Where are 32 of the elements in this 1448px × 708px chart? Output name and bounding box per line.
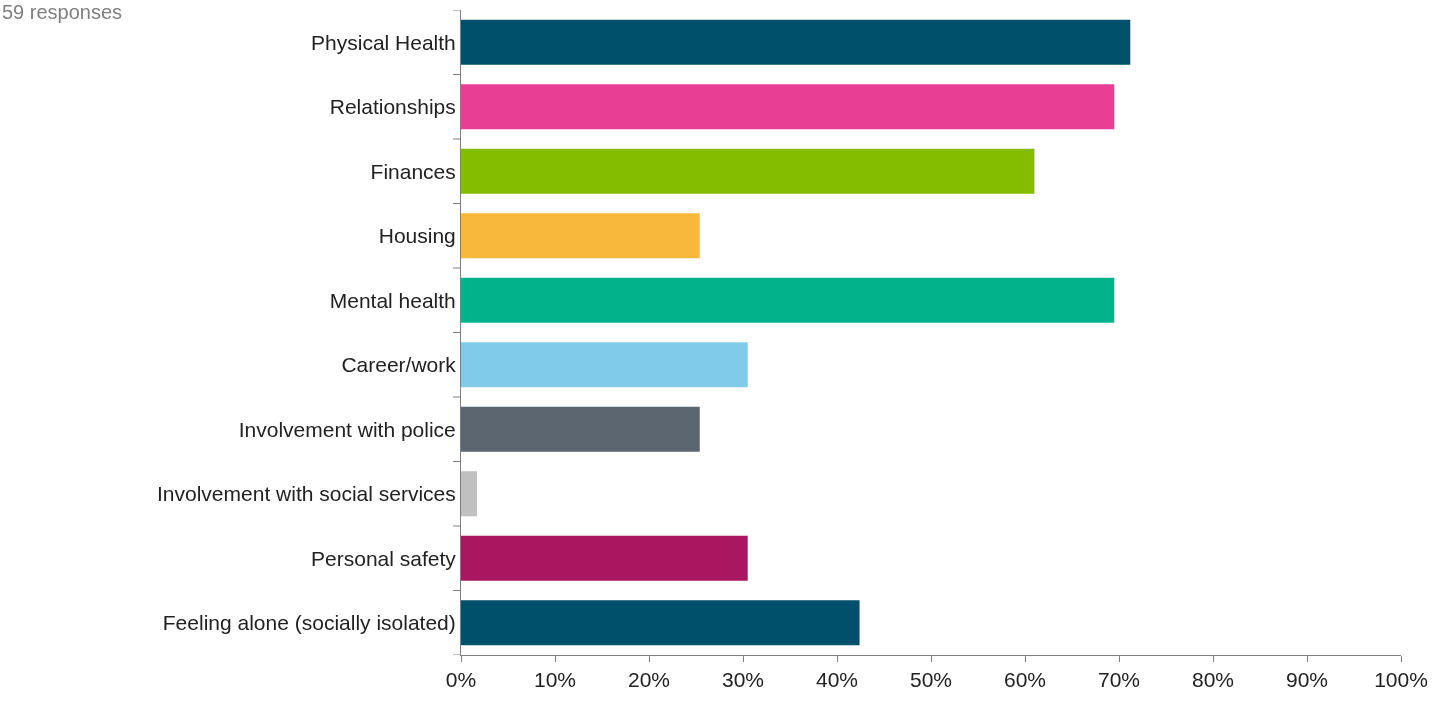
x-tick-label: 0% [445,668,477,692]
bar [461,406,700,452]
y-tick-label: Involvement with police [238,417,456,441]
bar [461,19,1131,65]
y-tick-label: Involvement with social services [157,482,456,506]
x-tick-label: 40% [815,668,859,692]
x-tick-label: 20% [627,668,671,692]
x-tick-label: 50% [909,668,953,692]
x-tick-label: 60% [1003,668,1047,692]
y-tick-label: Personal safety [311,546,457,570]
bar [461,535,748,581]
x-tick-label: 90% [1285,668,1329,692]
y-tick-label: Career/work [341,353,457,377]
bar [461,471,477,517]
bar [461,342,748,388]
bar [461,148,1035,194]
y-tick-label: Physical Health [311,30,456,54]
y-tick-label: Housing [378,224,456,248]
bar [461,277,1115,323]
bar [461,84,1115,130]
bar [461,600,860,646]
x-tick-label: 30% [721,668,765,692]
x-tick-label: 70% [1097,668,1141,692]
x-tick-label: 10% [533,668,577,692]
x-tick-label: 80% [1191,668,1235,692]
y-tick-label: Feeling alone (socially isolated) [162,611,456,635]
y-tick-label: Relationships [329,95,456,119]
bar [461,213,700,259]
y-tick-label: Finances [370,159,456,183]
text: 59 responses [2,1,123,23]
y-tick-label: Mental health [329,288,456,312]
x-tick-label: 100% [1374,668,1428,692]
